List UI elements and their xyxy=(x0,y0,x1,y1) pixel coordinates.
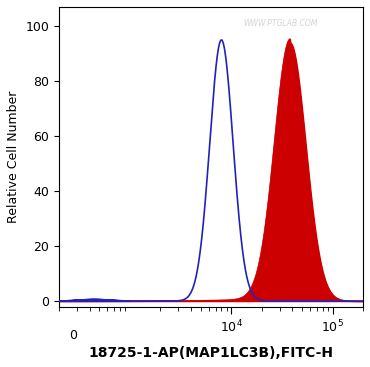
X-axis label: 18725-1-AP(MAP1LC3B),FITC-H: 18725-1-AP(MAP1LC3B),FITC-H xyxy=(88,346,334,360)
Text: 0: 0 xyxy=(69,329,77,342)
Y-axis label: Relative Cell Number: Relative Cell Number xyxy=(7,91,20,223)
Text: WWW.PTGLAB.COM: WWW.PTGLAB.COM xyxy=(244,19,318,28)
